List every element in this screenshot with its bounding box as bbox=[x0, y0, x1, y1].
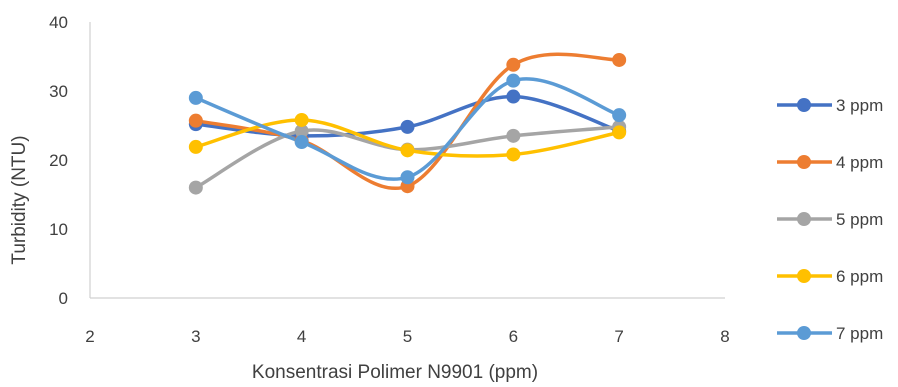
legend-marker bbox=[797, 155, 811, 169]
x-tick-label: 4 bbox=[297, 327, 306, 346]
data-point bbox=[506, 89, 521, 104]
x-tick-label: 8 bbox=[720, 327, 729, 346]
data-point bbox=[506, 147, 521, 162]
data-point bbox=[612, 125, 627, 140]
legend-label: 7 ppm bbox=[836, 324, 883, 343]
x-tick-label: 5 bbox=[403, 327, 412, 346]
series-points bbox=[188, 52, 627, 195]
axes bbox=[89, 22, 725, 299]
legend-marker bbox=[797, 98, 811, 112]
y-tick-label: 40 bbox=[49, 13, 68, 32]
data-point bbox=[506, 57, 521, 72]
x-tick-labels: 2 3 4 5 6 7 8 bbox=[85, 327, 729, 346]
data-point bbox=[612, 108, 627, 123]
legend-marker bbox=[797, 326, 811, 340]
data-point bbox=[294, 124, 309, 139]
data-point bbox=[294, 112, 309, 127]
data-point bbox=[188, 113, 203, 128]
data-point bbox=[400, 170, 415, 185]
x-tick-label: 2 bbox=[85, 327, 94, 346]
legend-marker bbox=[797, 212, 811, 226]
x-tick-label: 6 bbox=[509, 327, 518, 346]
data-point bbox=[188, 90, 203, 105]
y-tick-labels: 0 10 20 30 40 bbox=[49, 13, 68, 308]
x-tick-label: 3 bbox=[191, 327, 200, 346]
data-point bbox=[612, 52, 627, 67]
legend-label: 5 ppm bbox=[836, 210, 883, 229]
y-tick-label: 10 bbox=[49, 220, 68, 239]
data-point bbox=[400, 143, 415, 158]
y-tick-label: 30 bbox=[49, 82, 68, 101]
data-point bbox=[400, 119, 415, 134]
legend-label: 3 ppm bbox=[836, 96, 883, 115]
data-point bbox=[294, 135, 309, 150]
x-tick-label: 7 bbox=[614, 327, 623, 346]
data-point bbox=[188, 180, 203, 195]
y-tick-label: 0 bbox=[59, 289, 68, 308]
data-point bbox=[506, 128, 521, 143]
x-axis-title: Konsentrasi Polimer N9901 (ppm) bbox=[252, 362, 538, 383]
legend-label: 6 ppm bbox=[836, 267, 883, 286]
data-point bbox=[188, 139, 203, 154]
data-point bbox=[506, 73, 521, 88]
legend: 3 ppm 4 ppm 5 ppm 6 ppm 7 ppm bbox=[777, 96, 883, 343]
legend-marker bbox=[797, 269, 811, 283]
legend-label: 4 ppm bbox=[836, 153, 883, 172]
y-tick-label: 20 bbox=[49, 151, 68, 170]
y-axis-title: Turbidity (NTU) bbox=[9, 135, 30, 264]
